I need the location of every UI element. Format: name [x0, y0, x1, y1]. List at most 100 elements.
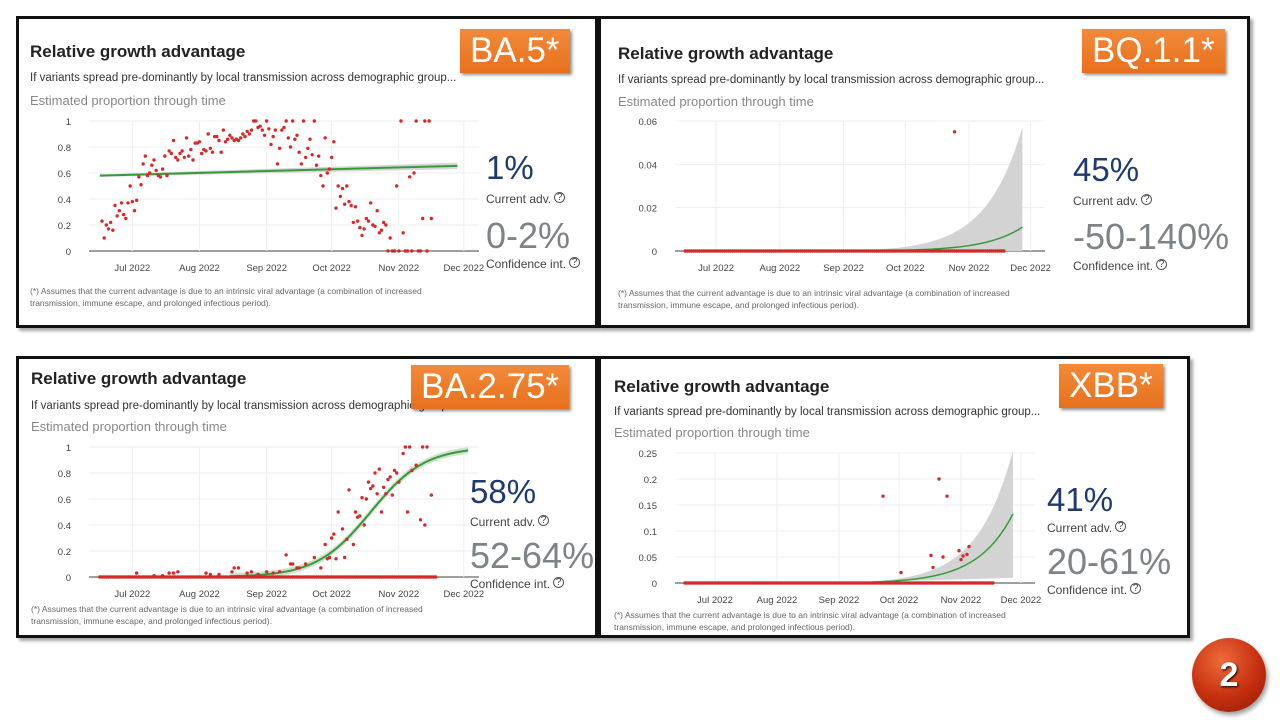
- help-icon[interactable]: ?: [1130, 583, 1142, 594]
- data-point: [414, 119, 418, 123]
- data-point: [258, 124, 262, 128]
- x-tick-label: Oct 2022: [312, 263, 351, 274]
- x-tick-label: Oct 2022: [880, 595, 919, 606]
- x-tick-label: Aug 2022: [179, 263, 220, 274]
- data-point: [230, 136, 234, 140]
- data-point: [264, 119, 269, 123]
- y-tick-label: 0: [66, 573, 71, 584]
- current-label-text: Current adv.: [1047, 521, 1113, 535]
- data-point: [407, 445, 412, 449]
- help-icon[interactable]: ?: [1141, 194, 1153, 205]
- data-point: [126, 201, 130, 205]
- data-point: [991, 581, 995, 585]
- data-point: [128, 184, 132, 188]
- panel-title: Relative growth advantage: [618, 44, 834, 63]
- data-point: [366, 219, 371, 223]
- data-point: [377, 231, 382, 235]
- data-point: [937, 477, 941, 481]
- data-point: [284, 553, 288, 557]
- slide-number-badge: 2: [1192, 638, 1266, 712]
- data-point: [345, 537, 349, 541]
- data-point: [297, 150, 301, 154]
- x-tick-label: Jul 2022: [697, 595, 733, 606]
- data-point: [217, 572, 221, 577]
- data-point: [271, 571, 275, 575]
- data-point: [392, 468, 397, 473]
- help-icon[interactable]: ?: [1115, 521, 1127, 532]
- data-point: [245, 571, 249, 575]
- help-icon[interactable]: ?: [569, 257, 581, 268]
- help-icon[interactable]: ?: [1156, 259, 1168, 270]
- data-point: [191, 158, 195, 162]
- chart-label: Estimated proportion through time: [31, 419, 227, 434]
- data-point: [147, 171, 152, 175]
- panel-title: Relative growth advantage: [31, 369, 247, 388]
- data-point: [113, 203, 117, 208]
- data-point: [245, 129, 249, 134]
- data-point: [386, 249, 390, 253]
- data-point: [134, 198, 139, 202]
- data-point: [189, 147, 193, 152]
- panel-bq11: Relative growth advantage If variants sp…: [598, 16, 1250, 328]
- panel-subtitle: If variants spread pre-dominantly by loc…: [614, 406, 1041, 418]
- panel-subtitle: If variants spread pre-dominantly by loc…: [31, 400, 458, 412]
- data-point: [423, 523, 427, 527]
- data-point: [386, 477, 390, 482]
- y-tick-label: 0.4: [58, 521, 71, 532]
- panel-ba5: Relative growth advantage If variants sp…: [16, 16, 598, 328]
- data-point: [403, 445, 408, 449]
- data-point: [410, 249, 414, 253]
- data-point: [269, 142, 273, 147]
- data-point: [204, 149, 208, 153]
- data-point: [137, 175, 141, 179]
- footnote: (*) Assumes that the current advantage i…: [614, 610, 1006, 632]
- data-point: [368, 201, 373, 205]
- data-point: [152, 158, 156, 162]
- y-tick-label: 0: [652, 579, 657, 590]
- current-label-text: Current adv.: [486, 192, 552, 206]
- data-point: [301, 119, 306, 123]
- help-icon[interactable]: ?: [553, 577, 565, 588]
- help-icon[interactable]: ?: [538, 515, 550, 526]
- data-point: [204, 571, 208, 575]
- data-point: [384, 223, 388, 227]
- data-point: [295, 133, 299, 137]
- y-tick-label: 1: [66, 443, 71, 454]
- data-point: [336, 510, 340, 514]
- data-point: [427, 119, 431, 123]
- x-tick-label: Sep 2022: [246, 589, 287, 600]
- variant-badge: BA.2.75*: [411, 365, 570, 409]
- data-point: [290, 562, 295, 566]
- data-point: [381, 220, 386, 225]
- y-tick-label: 0: [66, 247, 71, 258]
- panel-ba275: Relative growth advantage If variants sp…: [16, 356, 598, 638]
- variant-badge: BA.5*: [460, 29, 570, 73]
- data-point: [366, 480, 371, 484]
- current-advantage-label: Current adv.?: [1073, 194, 1153, 208]
- data-point: [111, 228, 115, 232]
- data-point: [373, 224, 377, 228]
- data-point: [225, 137, 230, 141]
- data-point: [420, 445, 425, 449]
- data-point: [360, 496, 364, 500]
- data-point: [150, 163, 154, 167]
- data-point: [332, 140, 336, 144]
- x-tick-label: Dec 2022: [1010, 263, 1051, 274]
- y-tick-label: 0.2: [58, 221, 71, 232]
- data-point: [342, 555, 347, 560]
- help-icon[interactable]: ?: [554, 192, 566, 203]
- y-tick-label: 1: [66, 117, 71, 128]
- data-point: [353, 510, 358, 514]
- y-tick-label: 0.2: [644, 475, 657, 486]
- chart-ba275: 0 0.2 0.4 0.6 0.8 1 Jul 2022 Aug 2022 Sep 2022 Oc…: [58, 443, 484, 600]
- data-point: [323, 542, 327, 547]
- x-tick-label: Nov 2022: [941, 595, 982, 606]
- data-point: [401, 451, 405, 456]
- data-point: [379, 510, 384, 514]
- data-point: [371, 484, 375, 488]
- data-point: [223, 140, 228, 144]
- x-tick-label: Nov 2022: [949, 263, 990, 274]
- data-point: [358, 225, 362, 230]
- data-point: [108, 220, 113, 225]
- y-tick-label: 0.25: [639, 449, 658, 460]
